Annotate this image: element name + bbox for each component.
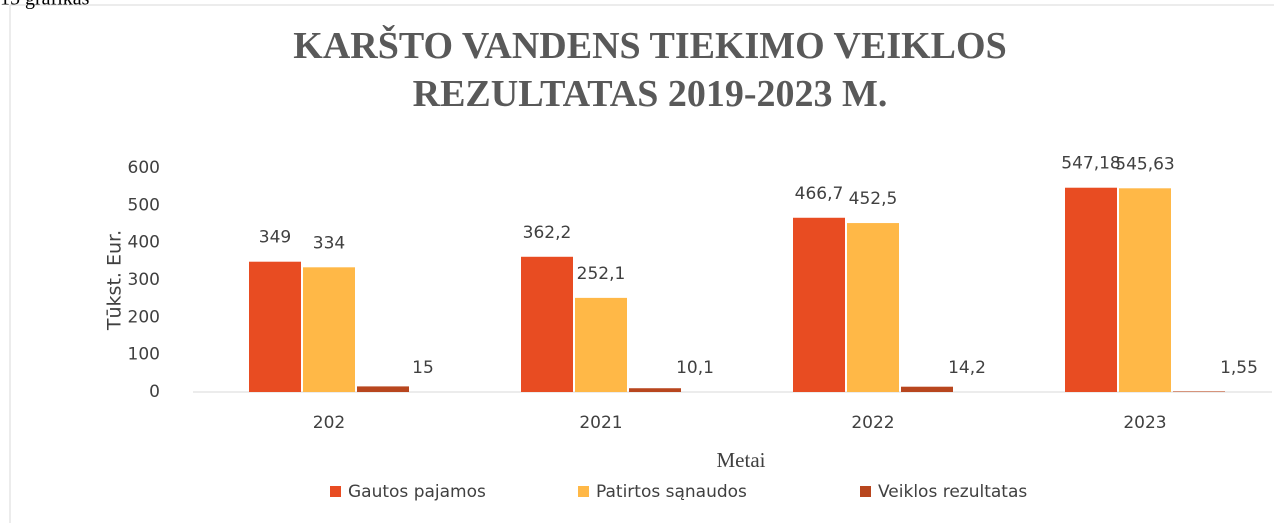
data-label: 1,55 (1220, 358, 1258, 378)
legend-swatch (860, 486, 871, 497)
y-tick-label: 400 (128, 233, 160, 253)
bar (521, 256, 573, 392)
bar (1119, 188, 1171, 392)
bar (1173, 391, 1225, 392)
y-tick-label: 100 (128, 345, 160, 365)
bar (629, 388, 681, 392)
caption: 15 grafikas (0, 0, 90, 10)
x-tick-label: 202 (313, 413, 345, 433)
legend-label: Veiklos rezultatas (878, 482, 1027, 502)
y-tick-label: 200 (128, 307, 160, 327)
bar (1065, 187, 1117, 392)
data-label: 466,7 (795, 184, 844, 204)
data-label: 545,63 (1115, 154, 1174, 174)
chart-title: KARŠTO VANDENS TIEKIMO VEIKLOS REZULTATA… (293, 25, 1007, 115)
bar (793, 217, 845, 392)
legend-label: Patirtos sąnaudos (596, 482, 747, 502)
y-tick-label: 600 (128, 158, 160, 178)
bar (575, 297, 627, 392)
x-axis-title: Metai (717, 448, 766, 472)
chart-frame (9, 4, 1274, 523)
data-label: 252,1 (577, 264, 626, 284)
data-label: 14,2 (948, 358, 986, 378)
bar (901, 386, 953, 392)
legend-swatch (578, 486, 589, 497)
y-tick-label: 300 (128, 270, 160, 290)
data-label: 10,1 (676, 358, 714, 378)
x-tick-label: 2023 (1123, 413, 1166, 433)
bar (303, 267, 355, 392)
data-label: 362,2 (523, 223, 572, 243)
bar (847, 223, 899, 392)
title-box: KARŠTO VANDENS TIEKIMO VEIKLOS REZULTATA… (293, 25, 1007, 115)
y-axis-title: Tūkst. Eur. (104, 230, 126, 331)
legend-label: Gautos pajamos (348, 482, 486, 502)
data-label: 547,18 (1061, 154, 1120, 174)
x-tick-label: 2022 (851, 413, 894, 433)
bar (357, 386, 409, 392)
data-label: 15 (412, 358, 434, 378)
legend-swatch (330, 486, 341, 497)
y-tick-label: 500 (128, 195, 160, 215)
data-label: 452,5 (849, 189, 898, 209)
y-tick-label: 0 (149, 382, 160, 402)
bar (249, 261, 301, 392)
x-tick-label: 2021 (579, 413, 622, 433)
data-label: 334 (313, 233, 345, 253)
data-label: 349 (259, 228, 291, 248)
